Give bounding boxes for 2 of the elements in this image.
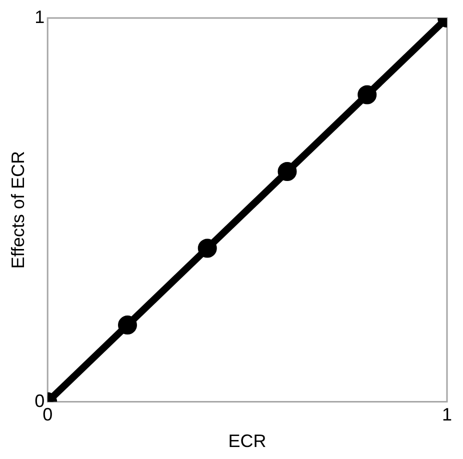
y-axis-title: Effects of ECR xyxy=(8,151,28,269)
x-axis-title: ECR xyxy=(228,431,266,452)
